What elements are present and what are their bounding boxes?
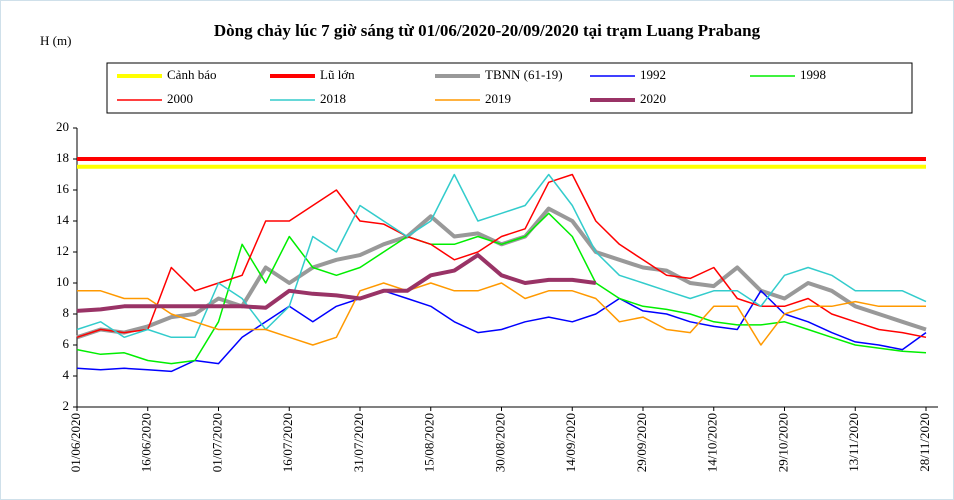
legend-box: [106, 62, 913, 114]
x-tick-label: 30/08/2020: [492, 413, 507, 472]
legend-label: 2018: [320, 91, 346, 106]
y-tick-label: 12: [56, 243, 69, 258]
x-tick-label: 01/06/2020: [68, 413, 83, 472]
x-tick-label: 29/09/2020: [634, 413, 649, 472]
y-tick-label: 20: [56, 119, 69, 134]
y-tick-label: 8: [63, 305, 70, 320]
y-tick-label: 14: [56, 212, 70, 227]
series-line: [76, 212, 927, 365]
legend-label: Cảnh báo: [167, 67, 216, 82]
series-line: [76, 173, 927, 339]
y-tick-label: 18: [56, 150, 69, 165]
y-tick-label: 4: [63, 367, 70, 382]
y-tick-label: 10: [56, 274, 69, 289]
y-tick-label: 2: [63, 398, 70, 413]
x-tick-label: 01/07/2020: [209, 413, 224, 472]
chart-title: Dòng chảy lúc 7 giờ sáng từ 01/06/2020-2…: [214, 21, 761, 40]
series-line: [77, 282, 926, 346]
y-tick-label: 16: [56, 181, 70, 196]
legend-label: Lũ lớn: [320, 67, 355, 82]
x-tick-label: 16/06/2020: [139, 413, 154, 472]
legend-label: 2020: [640, 91, 666, 106]
y-axis-label: H (m): [40, 33, 71, 48]
series-line: [76, 253, 597, 313]
legend-label: 1998: [800, 67, 826, 82]
x-tick-label: 15/08/2020: [422, 413, 437, 472]
x-tick-label: 28/11/2020: [917, 413, 932, 472]
legend-label: 1992: [640, 67, 666, 82]
x-tick-label: 16/07/2020: [280, 413, 295, 472]
y-tick-label: 6: [63, 336, 70, 351]
x-tick-label: 14/10/2020: [705, 413, 720, 472]
x-tick-label: 31/07/2020: [351, 413, 366, 472]
legend-label: 2019: [485, 91, 511, 106]
legend-label: TBNN (61-19): [485, 67, 563, 82]
x-tick-label: 29/10/2020: [775, 413, 790, 472]
x-tick-label: 13/11/2020: [846, 413, 861, 472]
x-tick-label: 14/09/2020: [563, 413, 578, 472]
legend-label: 2000: [167, 91, 193, 106]
